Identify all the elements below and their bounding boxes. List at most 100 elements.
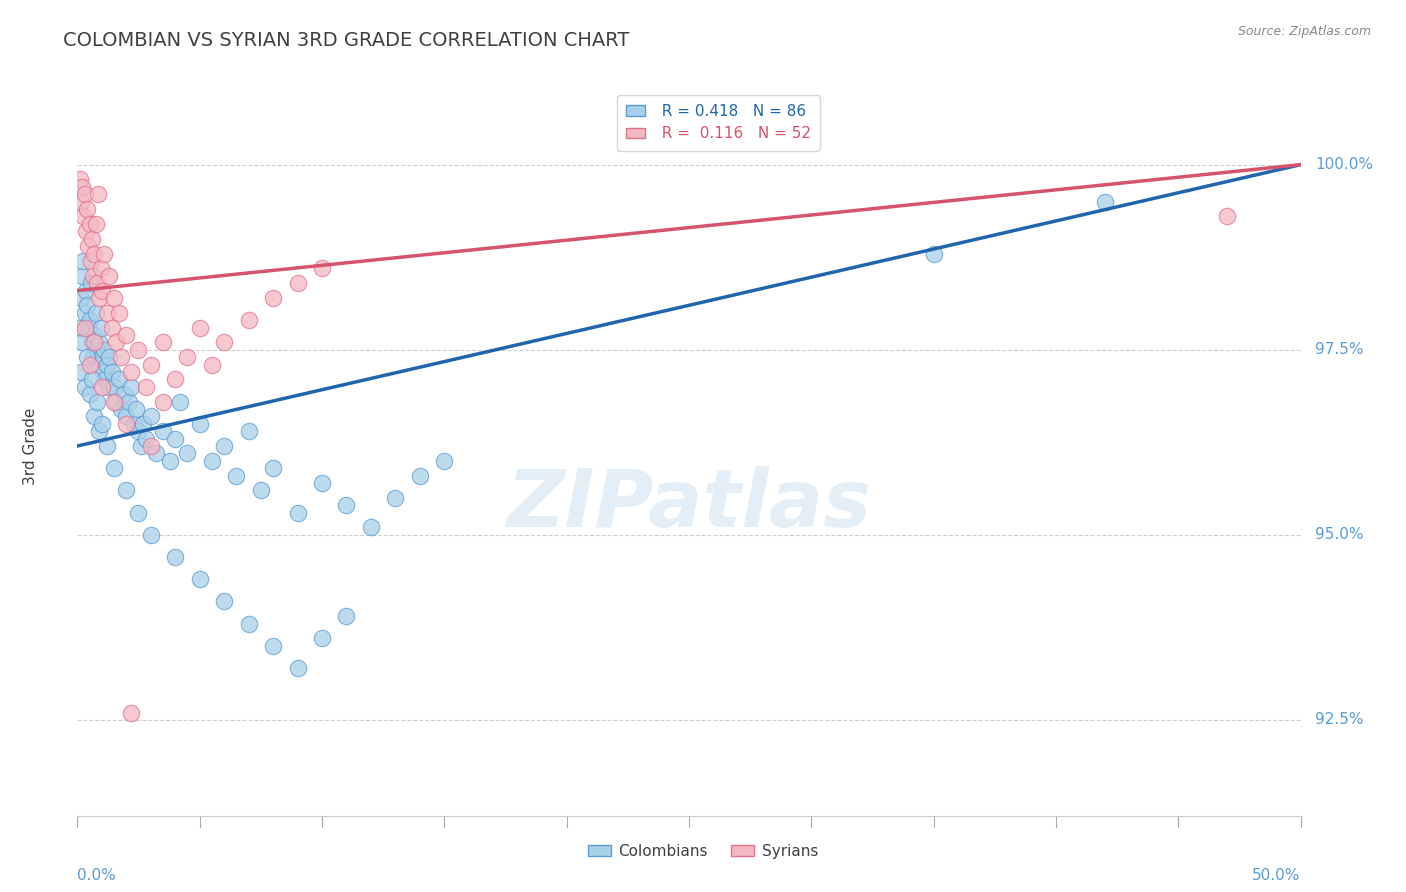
Point — [212, 439, 235, 453]
Point — [89, 424, 111, 438]
Text: 0.0%: 0.0% — [77, 868, 117, 883]
Point — [70, 335, 93, 350]
Text: 50.0%: 50.0% — [1253, 868, 1301, 883]
Point — [83, 246, 105, 260]
Point — [238, 616, 260, 631]
Point — [110, 350, 132, 364]
Point — [165, 372, 187, 386]
Point — [75, 224, 97, 238]
Point — [96, 439, 118, 453]
Point — [1094, 194, 1116, 209]
Point — [409, 468, 432, 483]
Point — [84, 306, 107, 320]
Point — [225, 468, 247, 483]
Legend:   R = 0.418   N = 86,   R =  0.116   N = 52: R = 0.418 N = 86, R = 0.116 N = 52 — [617, 95, 820, 151]
Point — [86, 343, 108, 357]
Point — [135, 432, 157, 446]
Point — [97, 380, 120, 394]
Point — [93, 343, 115, 357]
Point — [139, 439, 162, 453]
Point — [72, 254, 94, 268]
Point — [87, 187, 110, 202]
Point — [335, 609, 357, 624]
Point — [311, 261, 333, 276]
Point — [120, 380, 142, 394]
Point — [188, 572, 211, 586]
Point — [84, 217, 107, 231]
Point — [108, 372, 131, 386]
Point — [311, 476, 333, 491]
Point — [80, 335, 103, 350]
Point — [132, 417, 155, 431]
Point — [250, 483, 273, 498]
Point — [70, 291, 93, 305]
Point — [90, 261, 112, 276]
Point — [188, 320, 211, 334]
Point — [262, 639, 284, 653]
Point — [125, 402, 148, 417]
Point — [165, 432, 187, 446]
Point — [83, 328, 105, 343]
Point — [70, 268, 93, 283]
Point — [127, 506, 149, 520]
Text: COLOMBIAN VS SYRIAN 3RD GRADE CORRELATION CHART: COLOMBIAN VS SYRIAN 3RD GRADE CORRELATIO… — [63, 31, 630, 50]
Point — [70, 180, 93, 194]
Text: 95.0%: 95.0% — [1315, 527, 1364, 542]
Text: ZIPatlas: ZIPatlas — [506, 467, 872, 544]
Point — [96, 306, 118, 320]
Point — [80, 276, 103, 290]
Point — [152, 335, 174, 350]
Point — [86, 276, 108, 290]
Point — [90, 417, 112, 431]
Text: 92.5%: 92.5% — [1315, 713, 1364, 728]
Point — [108, 306, 131, 320]
Point — [96, 358, 118, 372]
Point — [159, 454, 181, 468]
Point — [176, 350, 198, 364]
Text: 100.0%: 100.0% — [1315, 157, 1374, 172]
Point — [90, 284, 112, 298]
Point — [98, 268, 121, 283]
Point — [100, 320, 122, 334]
Point — [120, 365, 142, 379]
Point — [1216, 210, 1239, 224]
Point — [122, 417, 145, 431]
Point — [87, 358, 110, 372]
Point — [82, 350, 104, 364]
Point — [262, 461, 284, 475]
Point — [152, 424, 174, 438]
Point — [76, 350, 98, 364]
Point — [94, 372, 117, 386]
Point — [79, 387, 101, 401]
Point — [384, 491, 406, 505]
Point — [103, 291, 125, 305]
Point — [115, 483, 138, 498]
Text: 3rd Grade: 3rd Grade — [24, 408, 38, 484]
Point — [103, 394, 125, 409]
Point — [360, 520, 382, 534]
Point — [129, 439, 152, 453]
Point — [70, 365, 93, 379]
Point — [112, 387, 135, 401]
Point — [100, 365, 122, 379]
Point — [335, 498, 357, 512]
Point — [86, 394, 108, 409]
Point — [287, 276, 309, 290]
Point — [75, 284, 97, 298]
Point — [201, 454, 224, 468]
Point — [91, 365, 114, 379]
Point — [152, 394, 174, 409]
Point — [77, 239, 100, 253]
Point — [433, 454, 456, 468]
Point — [139, 528, 162, 542]
Point — [103, 461, 125, 475]
Point — [79, 313, 101, 327]
Point — [79, 217, 101, 231]
Point — [73, 187, 96, 202]
Point — [145, 446, 167, 460]
Point — [262, 291, 284, 305]
Point — [139, 409, 162, 424]
Text: Source: ZipAtlas.com: Source: ZipAtlas.com — [1237, 25, 1371, 38]
Point — [201, 358, 224, 372]
Point — [82, 268, 104, 283]
